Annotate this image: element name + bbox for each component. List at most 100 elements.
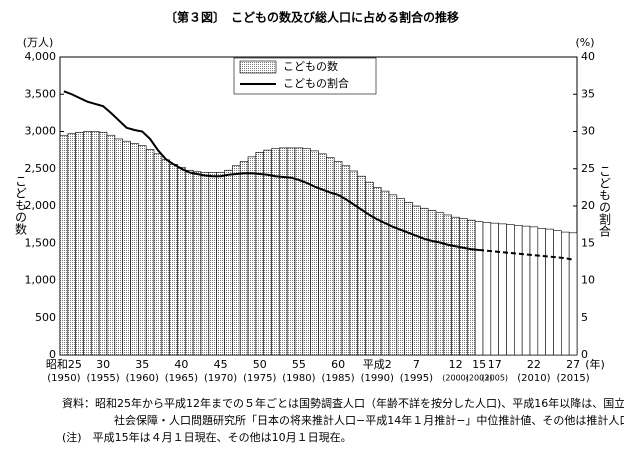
- x-tick-label: 22: [527, 358, 541, 371]
- y2-tick-label: 30: [581, 125, 595, 138]
- y2-tick-label: 20: [581, 199, 595, 212]
- note: 資料：昭和25年から平成12年までの５年ごとは国勢調査人口（年齢不詳を按分した人…: [62, 396, 624, 410]
- x-tick-sublabel: (1975): [243, 373, 276, 384]
- bar: [529, 226, 539, 356]
- x-tick-label: 60: [331, 358, 345, 371]
- y-tick-label: 1,500: [25, 236, 57, 249]
- y2-tick-label: 15: [581, 236, 595, 249]
- x-tick-label: 55: [292, 358, 306, 371]
- y-tick-label: 2,000: [25, 199, 57, 212]
- bar: [514, 225, 523, 356]
- bar: [208, 172, 217, 356]
- bar: [279, 147, 288, 356]
- bar: [412, 205, 421, 356]
- bar: [91, 131, 100, 356]
- y-tick-label: 3,500: [25, 87, 57, 100]
- x-tick-sublabel: (1985): [321, 373, 354, 384]
- y2-unit: (%): [575, 36, 594, 49]
- bar: [568, 232, 578, 356]
- bar: [122, 140, 131, 356]
- bar: [427, 210, 437, 356]
- x-tick-label: 昭和25: [46, 358, 82, 371]
- x-tick-sublabel: (1950): [47, 373, 80, 384]
- x-tick-sublabel: (1960): [126, 373, 159, 384]
- bar: [404, 201, 413, 356]
- bar: [310, 150, 319, 356]
- bar: [443, 214, 452, 356]
- bar: [451, 216, 460, 356]
- bar: [467, 219, 476, 356]
- bar: [216, 172, 225, 356]
- bar: [365, 181, 374, 356]
- bar: [75, 132, 84, 356]
- bar: [420, 207, 429, 356]
- bar: [247, 156, 257, 356]
- bar: [357, 175, 366, 356]
- x-tick-label: 7: [413, 358, 420, 371]
- x-unit: (年): [585, 357, 605, 371]
- x-tick-sublabel: (2003): [466, 374, 493, 383]
- y2-tick-label: 25: [581, 162, 595, 175]
- x-tick-sublabel: (1980): [282, 373, 315, 384]
- bar: [498, 223, 507, 356]
- y2-tick-label: 10: [581, 274, 595, 287]
- x-tick-label: 15: [472, 358, 486, 371]
- y-axis-title: こどもの数: [14, 175, 28, 236]
- bar: [271, 148, 280, 356]
- x-tick-sublabel: (2005): [481, 374, 508, 383]
- y2-tick-label: 35: [581, 87, 595, 100]
- x-tick-sublabel: (2000): [442, 374, 469, 383]
- bar: [318, 153, 327, 356]
- y-tick-label: 0: [49, 348, 56, 361]
- bar: [153, 153, 163, 356]
- x-tick-label: 17: [488, 358, 502, 371]
- note: 社会保障・人口問題研究所「日本の将来推計人口−平成14年１月推計−」中位推計値、…: [114, 413, 624, 427]
- bar: [59, 135, 69, 356]
- x-tick-sublabel: (1990): [361, 373, 394, 384]
- y2-tick-label: 5: [581, 311, 588, 324]
- bar: [130, 143, 139, 356]
- bar: [396, 198, 405, 356]
- bar: [83, 131, 92, 356]
- bar: [545, 228, 554, 356]
- bar: [224, 169, 233, 356]
- bar: [192, 171, 202, 356]
- ratio-line: [63, 90, 480, 251]
- bar: [169, 163, 178, 356]
- x-tick-label: 30: [96, 358, 110, 371]
- bar: [106, 134, 116, 356]
- y-tick-label: 4,000: [25, 50, 57, 63]
- y-unit: (万人): [23, 36, 54, 49]
- legend-swatch: [239, 60, 277, 74]
- bar: [302, 148, 311, 356]
- legend-label: こどもの数: [283, 60, 338, 73]
- y2-tick-label: 40: [581, 50, 595, 63]
- bar: [239, 161, 249, 356]
- x-tick-sublabel: (1955): [86, 373, 119, 384]
- bar: [553, 230, 562, 356]
- x-tick-label: 27: [566, 358, 580, 371]
- y2-axis-title: こどもの割合: [598, 165, 612, 237]
- bar: [482, 222, 492, 356]
- x-tick-label: 45: [214, 358, 228, 371]
- bar: [98, 131, 108, 356]
- bar: [521, 225, 531, 356]
- bar: [459, 218, 468, 356]
- bar: [161, 159, 170, 356]
- bar: [490, 222, 499, 356]
- x-tick-label: 40: [174, 358, 188, 371]
- x-tick-label: 平成2: [363, 358, 392, 371]
- bar: [561, 231, 570, 356]
- bar: [537, 228, 546, 356]
- bar: [435, 212, 445, 356]
- bar: [373, 187, 382, 356]
- x-tick-label: 35: [135, 358, 149, 371]
- x-tick-sublabel: (1965): [165, 373, 198, 384]
- x-tick-sublabel: (1970): [204, 373, 237, 384]
- bar: [67, 133, 76, 356]
- x-tick-label: 50: [253, 358, 267, 371]
- chart-title: 〔第３図〕 こどもの数及び総人口に占める割合の推移: [165, 10, 459, 25]
- bar: [341, 165, 351, 356]
- bar: [474, 221, 484, 356]
